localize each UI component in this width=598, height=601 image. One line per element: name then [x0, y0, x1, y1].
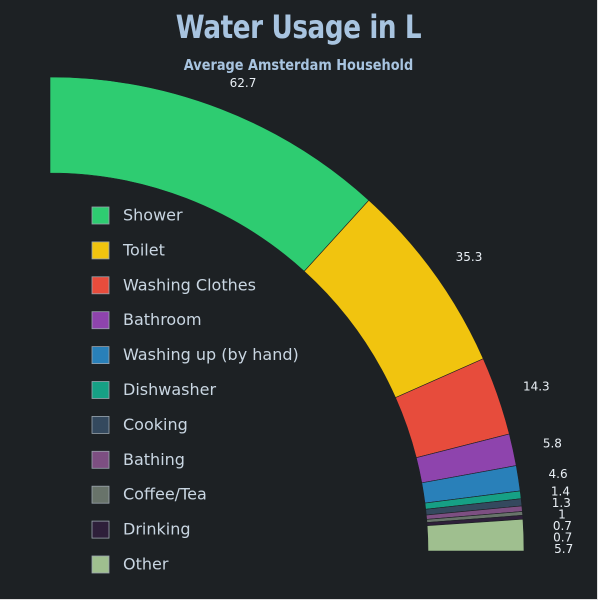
slice-other[interactable]	[426, 518, 525, 552]
legend-label: Bathing	[123, 450, 185, 469]
legend-item-coffee-tea[interactable]: Coffee/Tea	[91, 485, 207, 504]
legend-swatch	[91, 276, 110, 295]
data-label-shower: 62.7	[230, 76, 257, 90]
legend-item-toilet[interactable]: Toilet	[91, 240, 165, 260]
legend-item-bathing[interactable]: Bathing	[91, 450, 185, 469]
legend-item-other[interactable]: Other	[91, 555, 169, 574]
legend-label: Cooking	[123, 415, 188, 434]
legend-label: Toilet	[122, 240, 165, 259]
legend-swatch	[91, 381, 110, 399]
legend-label: Drinking	[123, 520, 191, 539]
legend-label: Other	[123, 555, 169, 574]
chart-title: Water Usage in L	[175, 8, 422, 46]
legend-swatch	[91, 346, 110, 365]
legend-label: Bathroom	[123, 310, 202, 329]
legend-label: Washing up (by hand)	[123, 345, 299, 364]
data-label-other: 5.7	[554, 542, 573, 556]
legend-label: Washing Clothes	[123, 275, 256, 294]
legend-label: Coffee/Tea	[123, 485, 207, 504]
data-label-washing-up-by-hand: 4.6	[549, 467, 568, 481]
data-label-dishwasher: 1.4	[551, 484, 570, 498]
legend-item-cooking[interactable]: Cooking	[91, 415, 188, 434]
data-label-cooking: 1.3	[552, 496, 571, 510]
chart-subtitle: Average Amsterdam Household	[183, 56, 414, 74]
legend-swatch	[91, 450, 110, 469]
legend-swatch	[91, 206, 110, 225]
data-label-drinking: 0.7	[553, 530, 572, 544]
legend-swatch	[91, 311, 110, 330]
legend-item-shower[interactable]: Shower	[91, 206, 183, 225]
legend-swatch	[91, 520, 110, 539]
legend-item-drinking[interactable]: Drinking	[91, 520, 191, 539]
data-label-bathroom: 5.8	[543, 437, 562, 451]
data-label-washing-clothes: 14.3	[523, 380, 550, 394]
data-label-bathing: 1	[558, 507, 566, 521]
legend-item-washing-clothes[interactable]: Washing Clothes	[91, 275, 256, 295]
legend-item-bathroom[interactable]: Bathroom	[91, 310, 202, 330]
legend-label: Dishwasher	[123, 380, 216, 399]
legend-item-washing-up-by-hand[interactable]: Washing up (by hand)	[91, 345, 299, 365]
legend-swatch	[91, 241, 110, 260]
legend-label: Shower	[123, 206, 183, 225]
legend-swatch	[91, 415, 110, 434]
legend-item-dishwasher[interactable]: Dishwasher	[91, 380, 216, 399]
legend-swatch	[91, 485, 110, 504]
legend-swatch	[91, 555, 110, 574]
data-label-toilet: 35.3	[456, 250, 483, 264]
data-label-coffee-tea: 0.7	[553, 519, 572, 533]
